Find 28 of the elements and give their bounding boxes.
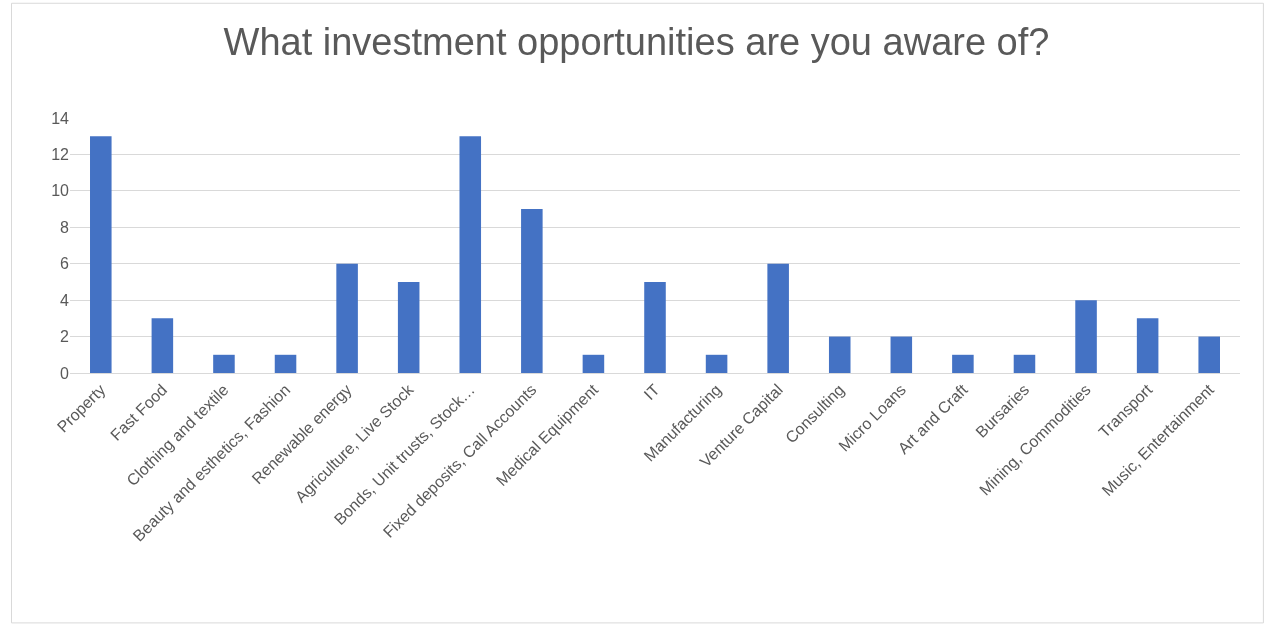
y-tick-label: 0: [60, 364, 70, 382]
y-tick-label: 4: [60, 291, 70, 309]
bar: [705, 354, 728, 373]
chart-title: What investment opportunities are you aware of?: [223, 20, 1050, 63]
bar: [1198, 336, 1220, 373]
bar: [336, 263, 358, 373]
bar: [1075, 300, 1097, 373]
bar: [828, 336, 851, 373]
bar: [644, 281, 666, 373]
bar: [274, 354, 297, 373]
bar: [1013, 354, 1036, 373]
bar: [90, 136, 112, 373]
y-tick-label: 8: [60, 218, 70, 236]
bar: [890, 336, 913, 373]
y-tick-label: 6: [60, 255, 70, 273]
y-tick-label: 12: [51, 146, 70, 164]
bar: [397, 281, 420, 373]
y-tick-label: 2: [60, 328, 70, 346]
bar: [767, 263, 789, 373]
bar: [582, 354, 605, 373]
bar: [1136, 318, 1159, 373]
y-tick-label: 10: [51, 182, 70, 200]
bar: [151, 318, 174, 373]
bar: [213, 354, 235, 373]
y-tick-label: 14: [51, 109, 70, 127]
bar: [521, 209, 543, 373]
bar: [952, 354, 974, 373]
bar: [459, 136, 482, 373]
